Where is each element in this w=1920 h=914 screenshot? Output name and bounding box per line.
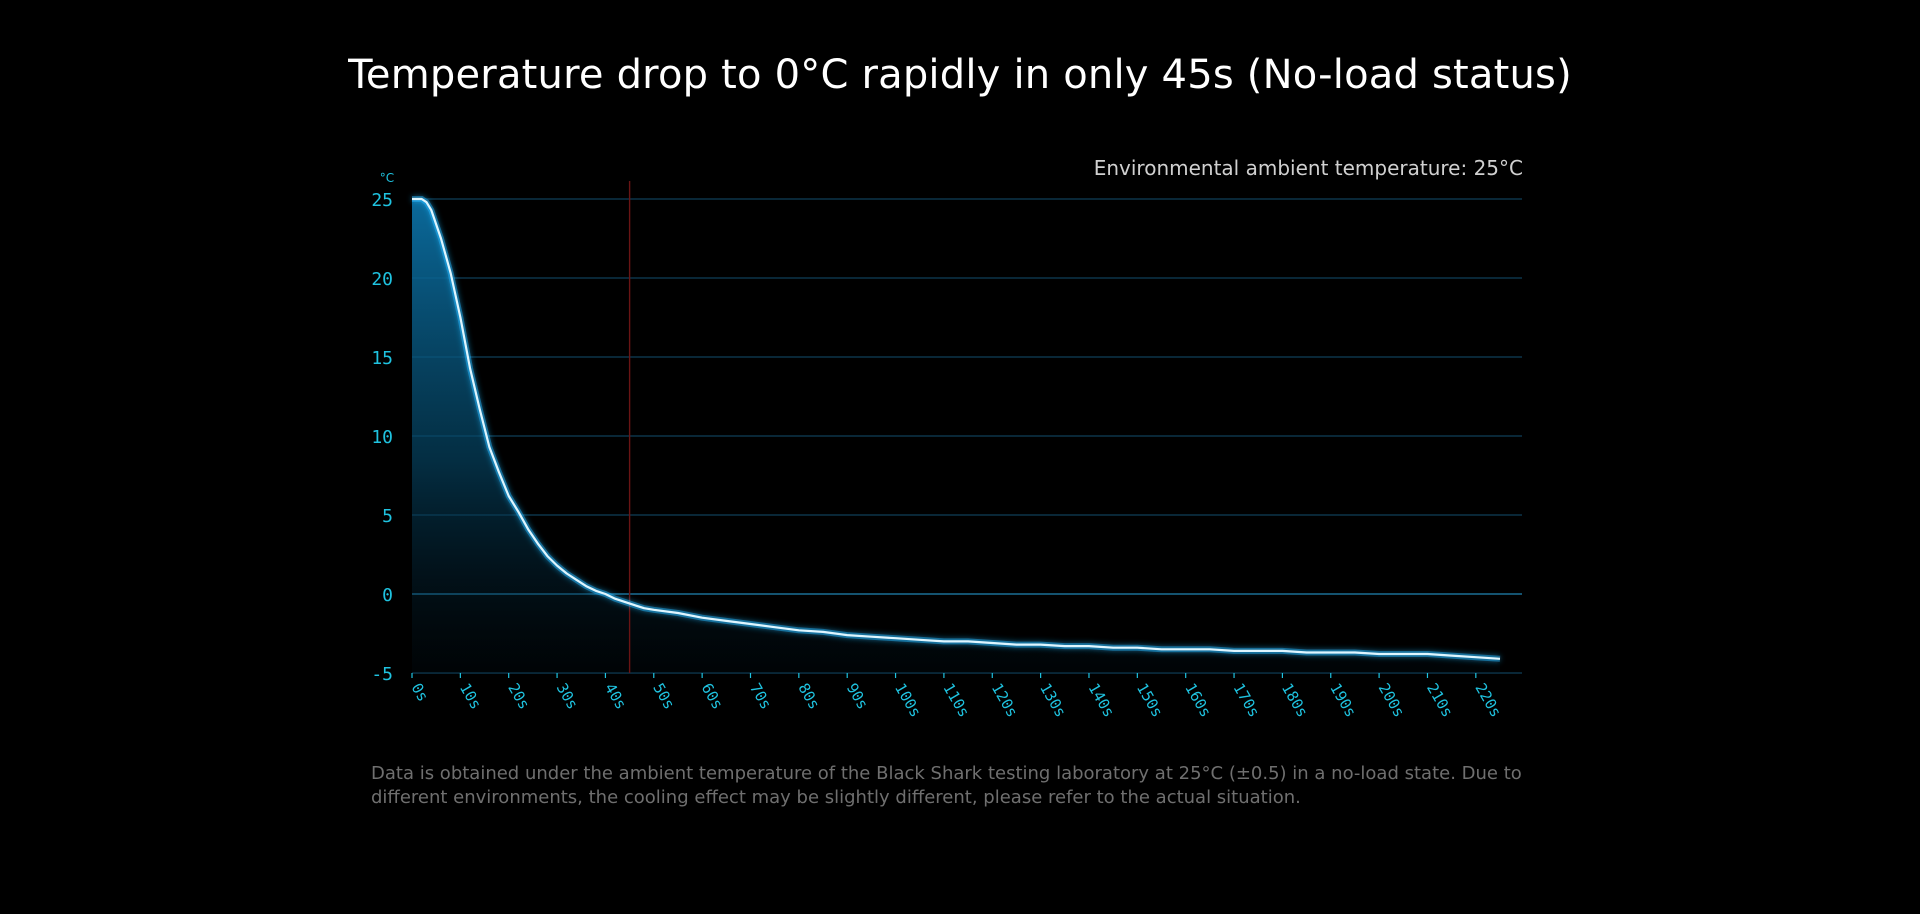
x-tick-label: 80s — [794, 680, 823, 712]
x-tick-label: 10s — [456, 680, 485, 712]
y-tick-label: 0 — [382, 585, 393, 606]
x-tick-label: 70s — [746, 680, 775, 712]
line-series — [412, 197, 1501, 660]
x-tick-label: 50s — [649, 680, 678, 712]
x-tick-label: 120s — [988, 680, 1022, 720]
chart-title: Temperature drop to 0°C rapidly in only … — [348, 52, 1572, 98]
x-tick-label: 60s — [698, 680, 727, 712]
x-tick-label: 40s — [601, 680, 630, 712]
y-axis-unit: °C — [380, 171, 394, 185]
footnote: Data is obtained under the ambient tempe… — [371, 763, 1522, 808]
x-tick-label: 180s — [1278, 680, 1312, 720]
x-tick-label: 220s — [1471, 680, 1505, 720]
x-tick-label: 190s — [1326, 680, 1360, 720]
y-tick-label: 25 — [371, 190, 393, 211]
x-tick-label: 0s — [408, 680, 433, 705]
y-tick-label: 10 — [371, 427, 393, 448]
y-tick-label: -5 — [371, 664, 393, 685]
area-fill — [412, 199, 1500, 673]
x-tick-label: 210s — [1423, 680, 1457, 720]
x-tick-label: 110s — [939, 680, 973, 720]
x-tick-label: 130s — [1036, 680, 1070, 720]
x-tick-label: 150s — [1133, 680, 1167, 720]
x-tick-label: 30s — [553, 680, 582, 712]
x-tick-label: 200s — [1375, 680, 1409, 720]
ambient-temperature-note: Environmental ambient temperature: 25°C — [1093, 156, 1523, 180]
x-tick-label: 170s — [1230, 680, 1264, 720]
y-tick-label: 15 — [371, 348, 393, 369]
x-tick-label: 20s — [504, 680, 533, 712]
x-axis: 0s 10s 20s 30s 40s 50s 60s 70s 80s 90s 100s 110s 120… — [408, 673, 1505, 720]
x-tick-label: 100s — [891, 680, 925, 720]
x-tick-label: 90s — [843, 680, 872, 712]
x-tick-label: 160s — [1181, 680, 1215, 720]
area-fill-path — [412, 199, 1500, 673]
x-tick-label: 140s — [1085, 680, 1119, 720]
y-tick-label: 5 — [382, 506, 393, 527]
temperature-line — [411, 196, 1501, 662]
y-axis: °C 25 20 15 10 5 0 -5 — [371, 171, 394, 685]
y-tick-label: 20 — [371, 269, 393, 290]
